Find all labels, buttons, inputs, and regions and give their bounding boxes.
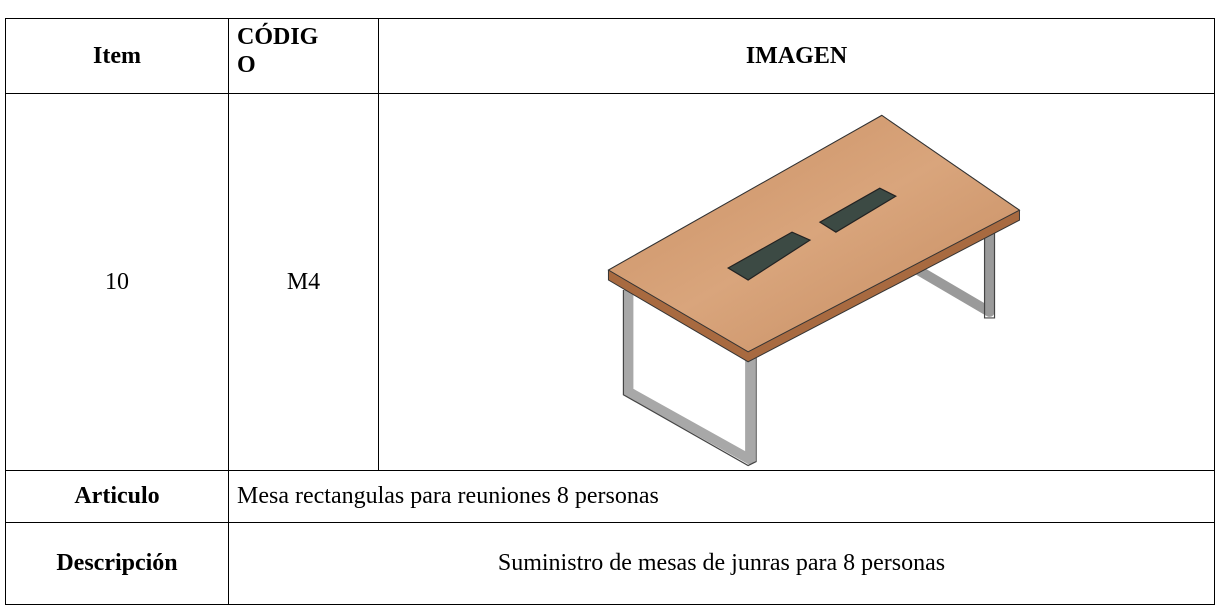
header-code: CÓDIGO (228, 18, 379, 94)
item-number: 10 (5, 93, 229, 471)
article-value: Mesa rectangulas para reuniones 8 person… (228, 470, 1215, 523)
item-image (378, 93, 1215, 471)
description-value: Suministro de mesas de junras para 8 per… (228, 522, 1215, 605)
header-item: Item (5, 18, 229, 94)
table-illustration (607, 114, 1021, 467)
item-code: M4 (228, 93, 379, 471)
label-description: Descripción (5, 522, 229, 605)
header-image: IMAGEN (378, 18, 1215, 94)
label-article: Articulo (5, 470, 229, 523)
header-code-text: CÓDIGO (237, 24, 319, 78)
